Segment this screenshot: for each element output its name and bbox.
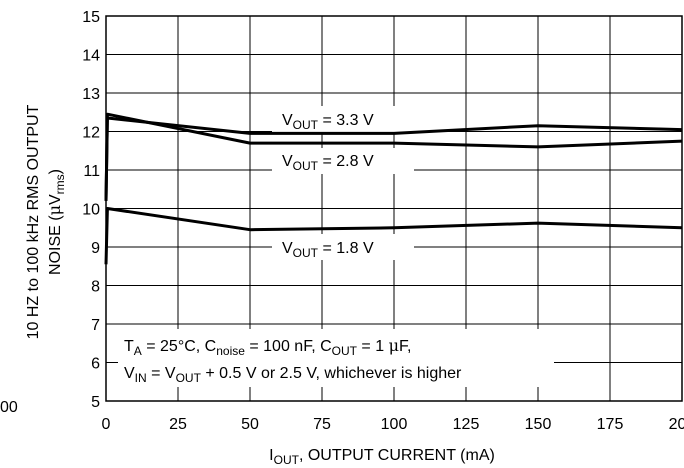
x-tick-label: 25: [169, 416, 187, 433]
conditions-mask: [118, 329, 554, 387]
y-tick-label: 7: [91, 317, 100, 334]
y-axis-label: 10 HZ to 100 kHz RMS OUTPUT NOISE (μVrms…: [25, 104, 67, 339]
series-label-2v8: VOUT = 2.8 V: [282, 153, 374, 173]
y-tick-label: 14: [82, 48, 100, 65]
y-tick-label: 11: [83, 163, 100, 180]
y-tick-label: 10: [82, 202, 100, 219]
x-tick-label: 150: [525, 416, 552, 433]
series-line-2: [104, 207, 683, 265]
y-tick-label: 5: [91, 394, 100, 411]
clipped-tick-label: 00: [0, 399, 18, 416]
y-axis-label-line-1: 10 HZ to 100 kHz RMS OUTPUT: [25, 104, 42, 339]
label-mask-3v3: [272, 106, 414, 132]
x-tick-label: 75: [313, 416, 331, 433]
y-tick-labels: 5 6 7 8 9 10 11 12 13 14 15: [82, 9, 100, 411]
x-tick-label: 50: [241, 416, 259, 433]
x-tick-label: 100: [381, 416, 408, 433]
x-tick-label: 0: [102, 416, 111, 433]
label-mask-2v8: [272, 148, 414, 174]
x-tick-label: 125: [453, 416, 480, 433]
conditions-line-2: VIN = VOUT + 0.5 V or 2.5 V, whichever i…: [124, 365, 462, 385]
y-tick-label: 9: [91, 240, 100, 257]
y-axis-label-line-2: NOISE (μVrms): [45, 169, 67, 275]
y-tick-label: 8: [91, 279, 100, 296]
series-line-1: [104, 112, 683, 201]
data-series: [104, 112, 683, 265]
y-tick-label: 6: [91, 356, 100, 373]
x-tick-label: 175: [597, 416, 624, 433]
x-tick-labels: 0 25 50 75 100 125 150 175 200: [102, 416, 684, 433]
y-tick-label: 13: [82, 86, 100, 103]
y-tick-label: 15: [82, 9, 100, 26]
conditions-line-1: TA = 25°C, Cnoise = 100 nF, COUT = 1 μF,: [124, 336, 411, 358]
x-axis-label: IOUT, OUTPUT CURRENT (mA): [269, 447, 495, 467]
label-mask-1v8: [272, 234, 414, 260]
series-label-1v8: VOUT = 1.8 V: [282, 240, 374, 260]
series-label-3v3: VOUT = 3.3 V: [282, 112, 374, 132]
y-tick-label: 12: [82, 125, 100, 142]
x-tick-label: 200: [669, 416, 684, 433]
